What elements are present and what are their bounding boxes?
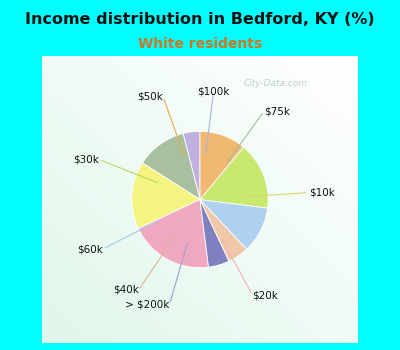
Text: > $200k: > $200k [125, 299, 170, 309]
Text: $100k: $100k [198, 86, 230, 96]
Text: Income distribution in Bedford, KY (%): Income distribution in Bedford, KY (%) [25, 12, 375, 27]
Wedge shape [200, 131, 244, 200]
Wedge shape [200, 147, 268, 208]
Wedge shape [200, 199, 247, 261]
Text: $20k: $20k [252, 290, 278, 300]
Text: $75k: $75k [264, 106, 290, 116]
Text: $50k: $50k [137, 92, 163, 102]
Wedge shape [200, 199, 268, 249]
Text: White residents: White residents [138, 37, 262, 51]
Text: City-Data.com: City-Data.com [243, 79, 307, 88]
Text: $10k: $10k [309, 188, 335, 198]
Wedge shape [183, 131, 200, 200]
Text: $30k: $30k [73, 154, 98, 164]
Wedge shape [138, 199, 208, 268]
Wedge shape [200, 199, 229, 267]
Wedge shape [132, 163, 200, 229]
Text: $60k: $60k [77, 244, 103, 254]
Text: $40k: $40k [113, 285, 139, 295]
Wedge shape [142, 133, 200, 199]
